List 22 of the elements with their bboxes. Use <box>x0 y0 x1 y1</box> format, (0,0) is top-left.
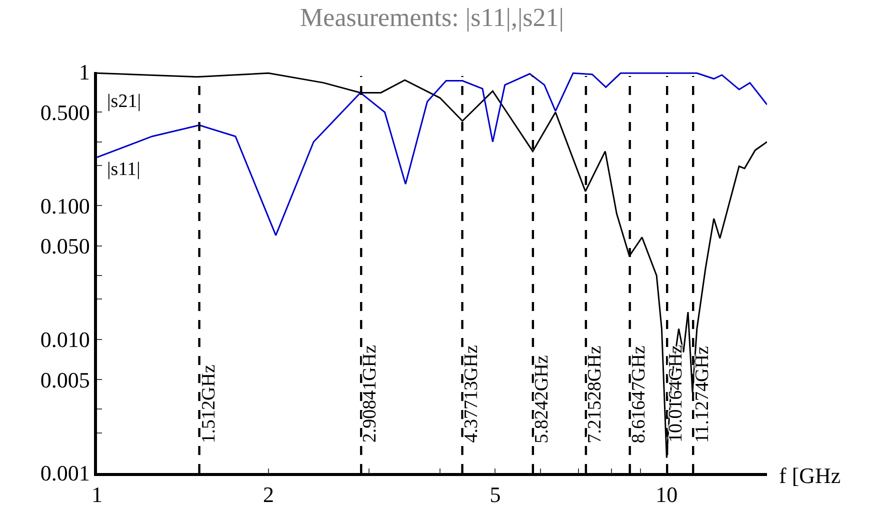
ref-line-label: 1.512GHz <box>198 364 220 444</box>
y-tick-label: 0.100 <box>40 193 90 218</box>
x-tick-label: 2 <box>262 482 274 508</box>
ref-line-label: 11.1274GHz <box>692 346 714 444</box>
ref-line-label: 7.21528GHz <box>584 346 606 444</box>
y-tick-label: 0.001 <box>40 460 90 486</box>
x-axis-title: f [GHz <box>779 463 841 488</box>
ref-line-label: 5.8242GHz <box>532 355 553 444</box>
ref-line-label: 2.90841GHz <box>360 344 381 443</box>
y-tick-label: 0.005 <box>40 367 90 392</box>
y-tick-label: 0.500 <box>40 100 90 125</box>
y-tick-label: 0.050 <box>40 234 90 259</box>
ref-line-label: 8.61647GHz <box>628 346 650 444</box>
x-tick-label: 10 <box>656 482 678 508</box>
y-tick-label: 1 <box>78 60 90 85</box>
chart-title: Measurements: |s11|,|s21| <box>300 2 564 32</box>
ref-line-label: 4.37713GHz <box>460 345 482 443</box>
x-tick-label: 5 <box>490 482 501 508</box>
ref-line-label: 10.0164GHz <box>666 344 687 443</box>
series-label: |s11| <box>107 159 140 180</box>
y-tick-label: 0.010 <box>40 327 90 352</box>
series-label: |s21| <box>107 91 142 112</box>
